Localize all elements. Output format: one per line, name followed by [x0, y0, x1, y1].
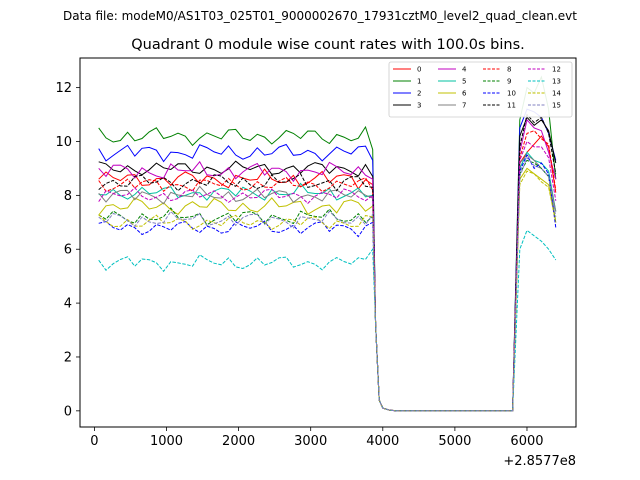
y-tick-label: 6	[64, 243, 72, 258]
legend-label-15: 15	[552, 102, 561, 110]
x-tick-label: 1000	[150, 434, 183, 449]
y-tick-label: 12	[55, 81, 72, 96]
y-tick-label: 2	[64, 350, 72, 365]
y-tick-label: 4	[64, 297, 72, 312]
y-tick-label: 8	[64, 189, 72, 204]
plot-frame	[79, 57, 577, 428]
x-tick-label: 2000	[222, 434, 255, 449]
legend-label-8: 8	[507, 66, 511, 74]
legend-label-5: 5	[462, 78, 466, 86]
chart-title: Quadrant 0 module wise count rates with …	[131, 37, 525, 53]
series-line-10	[98, 153, 557, 412]
legend-label-6: 6	[462, 90, 467, 98]
series-line-9	[98, 159, 557, 412]
legend-label-9: 9	[507, 78, 511, 86]
legend-label-3: 3	[417, 102, 421, 110]
legend-label-4: 4	[462, 66, 467, 74]
legend-label-2: 2	[417, 90, 421, 98]
legend-label-7: 7	[462, 102, 466, 110]
legend-label-0: 0	[417, 66, 421, 74]
y-tick-label: 10	[55, 135, 72, 150]
plot-area	[80, 58, 576, 427]
series-layer	[98, 75, 557, 412]
x-tick-label: 6000	[510, 434, 543, 449]
y-tick-label: 0	[64, 404, 72, 419]
legend-label-13: 13	[552, 78, 561, 86]
x-tick-label: 0	[90, 434, 98, 449]
legend-label-12: 12	[552, 66, 561, 74]
legend-label-14: 14	[552, 90, 561, 98]
suptitle: Data file: modeM0/AS1T03_025T01_90000026…	[63, 9, 577, 23]
legend-box	[388, 61, 573, 118]
x-tick-label: 4000	[366, 434, 399, 449]
legend-label-1: 1	[417, 78, 421, 86]
x-tick-label: 3000	[294, 434, 327, 449]
series-line-15	[98, 156, 557, 412]
x-tick-label: 5000	[438, 434, 471, 449]
legend-label-10: 10	[507, 90, 516, 98]
x-offset-text: +2.8577e8	[503, 454, 576, 469]
legend-label-11: 11	[507, 102, 516, 110]
